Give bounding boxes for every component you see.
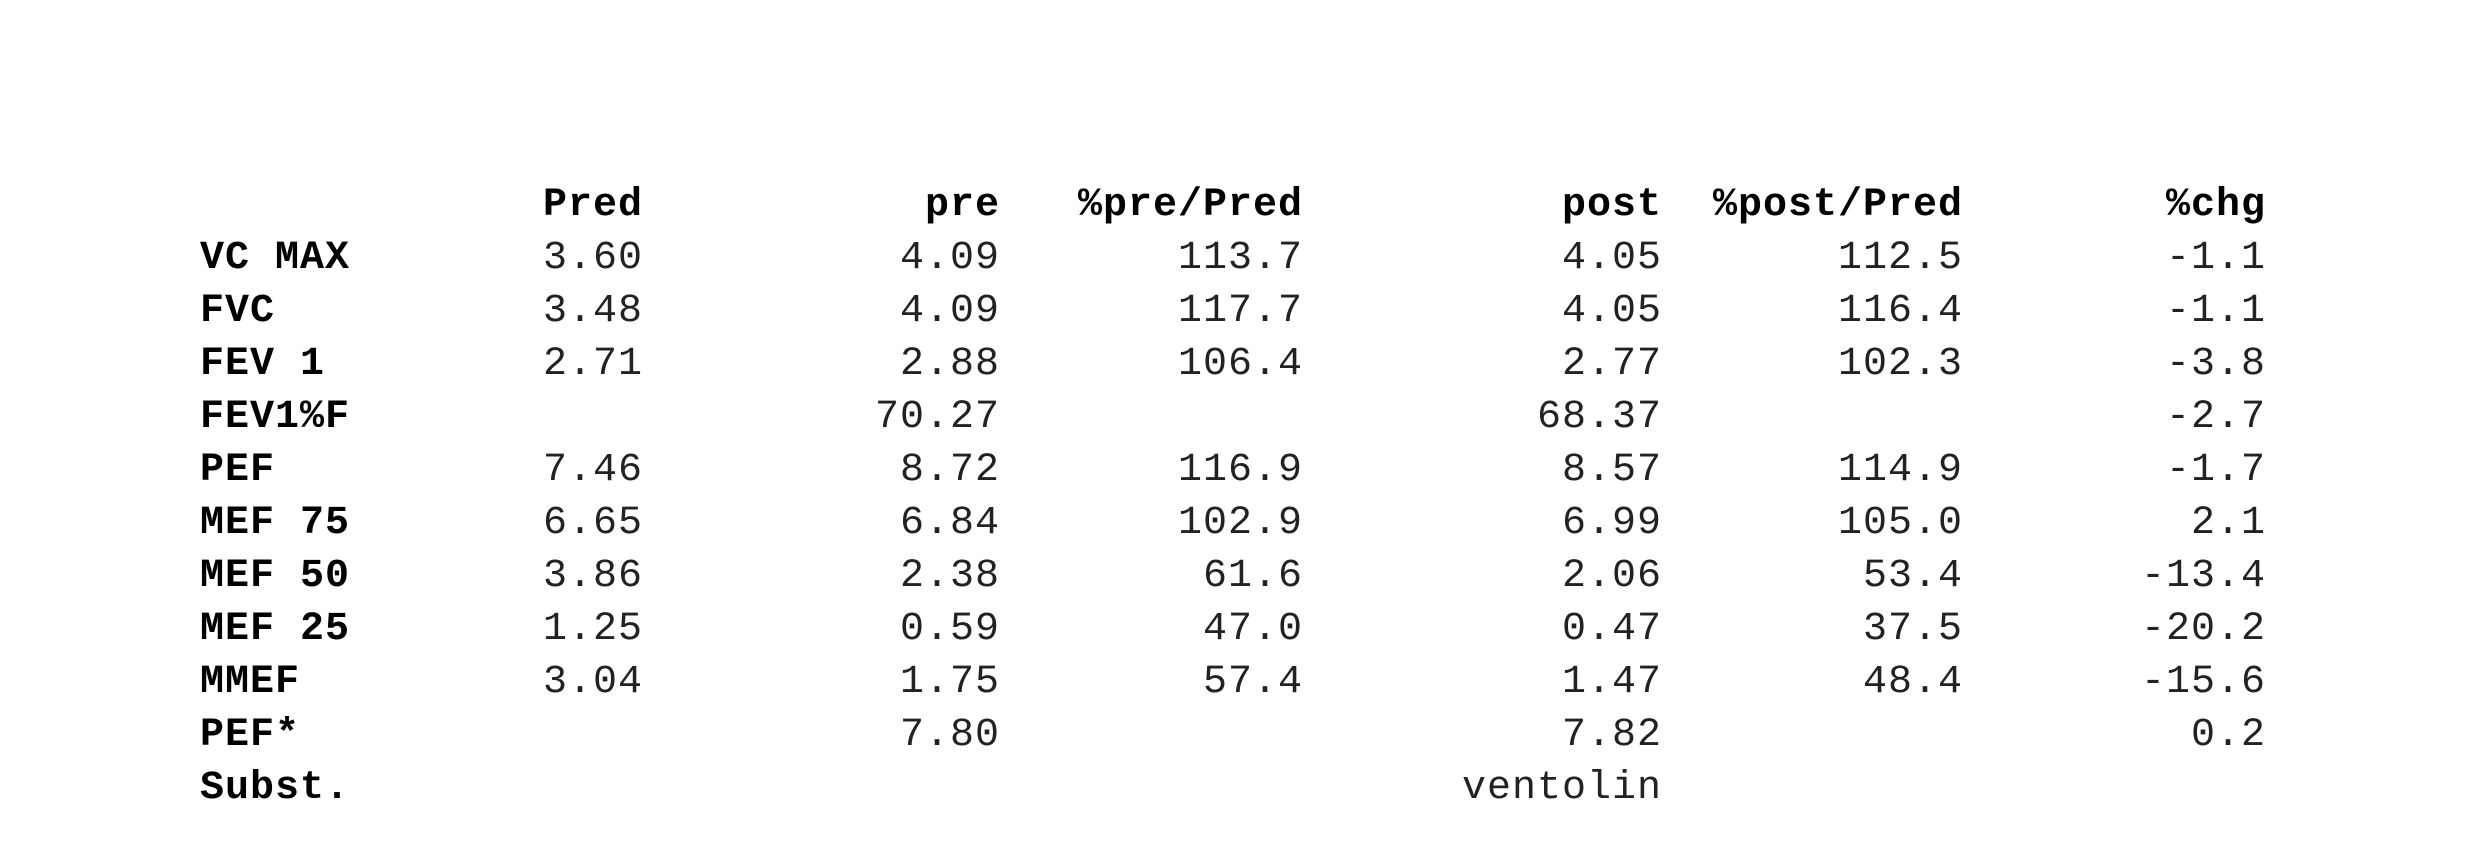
cell-pct-change: -1.1 xyxy=(2165,289,2266,334)
table-row: MEF 50 3.86 2.38 61.6 2.06 53.4 -13.4 xyxy=(0,551,2480,603)
table-header-row: Pred pre %pre/Pred post %post/Pred %chg xyxy=(0,180,2480,232)
table-row: MEF 25 1.25 0.59 47.0 0.47 37.5 -20.2 xyxy=(0,604,2480,656)
cell-pred xyxy=(440,710,643,762)
cell-pre: 8.72 xyxy=(899,448,1000,493)
cell-pre: 7.80 xyxy=(899,713,1000,758)
cell-post: 2.06 xyxy=(1561,554,1662,599)
cell-pre-pct-pred xyxy=(1040,763,1303,815)
cell-pre-pct-pred: 113.7 xyxy=(1177,236,1303,281)
cell-post: 6.99 xyxy=(1561,501,1662,546)
cell-post: ventolin xyxy=(1461,766,1662,811)
table-row: MEF 75 6.65 6.84 102.9 6.99 105.0 2.1 xyxy=(0,498,2480,550)
cell-pre-pct-pred: 116.9 xyxy=(1177,448,1303,493)
cell-pct-change xyxy=(2000,763,2266,815)
cell-pct-change: -13.4 xyxy=(2140,554,2266,599)
table-row: PEF* 7.80 7.82 0.2 xyxy=(0,710,2480,762)
cell-pred: 6.65 xyxy=(542,501,643,546)
row-label: MMEF xyxy=(200,660,301,705)
cell-post-pct-pred: 112.5 xyxy=(1837,236,1963,281)
cell-post: 2.77 xyxy=(1561,342,1662,387)
cell-post: 1.47 xyxy=(1561,660,1662,705)
cell-pre-pct-pred: 47.0 xyxy=(1202,607,1303,652)
cell-post: 4.05 xyxy=(1561,236,1662,281)
cell-pred: 1.25 xyxy=(542,607,643,652)
table-row: Subst. ventolin xyxy=(0,763,2480,815)
cell-pct-change: -1.1 xyxy=(2165,236,2266,281)
column-header-pre: pre xyxy=(924,183,1000,228)
cell-pre: 2.88 xyxy=(899,342,1000,387)
cell-post: 68.37 xyxy=(1536,395,1662,440)
cell-post-pct-pred: 37.5 xyxy=(1862,607,1963,652)
cell-post: 4.05 xyxy=(1561,289,1662,334)
column-header-post-pct-pred: %post/Pred xyxy=(1712,183,1963,228)
cell-post-pct-pred: 102.3 xyxy=(1837,342,1963,387)
cell-post-pct-pred: 48.4 xyxy=(1862,660,1963,705)
cell-pred xyxy=(440,763,643,815)
cell-post-pct-pred: 53.4 xyxy=(1862,554,1963,599)
cell-post-pct-pred: 116.4 xyxy=(1837,289,1963,334)
table-row: VC MAX 3.60 4.09 113.7 4.05 112.5 -1.1 xyxy=(0,233,2480,285)
cell-pre-pct-pred: 102.9 xyxy=(1177,501,1303,546)
table-row: FVC 3.48 4.09 117.7 4.05 116.4 -1.1 xyxy=(0,286,2480,338)
cell-pre: 70.27 xyxy=(874,395,1000,440)
row-label: PEF* xyxy=(200,713,301,758)
cell-pred xyxy=(440,392,643,444)
row-label: Subst. xyxy=(200,766,351,811)
cell-post-pct-pred xyxy=(1680,710,1963,762)
cell-post-pct-pred: 105.0 xyxy=(1837,501,1963,546)
cell-pre: 4.09 xyxy=(899,236,1000,281)
cell-pre-pct-pred xyxy=(1040,710,1303,762)
cell-pct-change: -15.6 xyxy=(2140,660,2266,705)
cell-pre-pct-pred: 57.4 xyxy=(1202,660,1303,705)
cell-pre: 1.75 xyxy=(899,660,1000,705)
row-label: MEF 25 xyxy=(200,607,351,652)
table-row: PEF 7.46 8.72 116.9 8.57 114.9 -1.7 xyxy=(0,445,2480,497)
column-header-pre-pct-pred: %pre/Pred xyxy=(1077,183,1303,228)
row-label: PEF xyxy=(200,448,276,493)
cell-pre-pct-pred: 106.4 xyxy=(1177,342,1303,387)
row-label: FEV 1 xyxy=(200,342,326,387)
cell-pct-change: -2.7 xyxy=(2165,395,2266,440)
column-header-pred: Pred xyxy=(542,183,643,228)
row-label: VC MAX xyxy=(200,236,351,281)
row-label: FVC xyxy=(200,289,276,334)
cell-pred: 3.04 xyxy=(542,660,643,705)
cell-pre: 4.09 xyxy=(899,289,1000,334)
cell-pred: 2.71 xyxy=(542,342,643,387)
cell-pred: 3.48 xyxy=(542,289,643,334)
cell-pred: 3.86 xyxy=(542,554,643,599)
row-label: FEV1%F xyxy=(200,395,351,440)
cell-post-pct-pred xyxy=(1680,763,1963,815)
cell-pre xyxy=(800,763,1000,815)
table-row: FEV 1 2.71 2.88 106.4 2.77 102.3 -3.8 xyxy=(0,339,2480,391)
cell-post-pct-pred: 114.9 xyxy=(1837,448,1963,493)
column-header-post: post xyxy=(1561,183,1662,228)
cell-pre-pct-pred: 61.6 xyxy=(1202,554,1303,599)
cell-pct-change: 0.2 xyxy=(2190,713,2266,758)
cell-pct-change: -20.2 xyxy=(2140,607,2266,652)
cell-pre-pct-pred xyxy=(1040,392,1303,444)
cell-post: 0.47 xyxy=(1561,607,1662,652)
cell-post-pct-pred xyxy=(1680,392,1963,444)
column-header-pct-change: %chg xyxy=(2165,183,2266,228)
cell-pct-change: -1.7 xyxy=(2165,448,2266,493)
table-row: MMEF 3.04 1.75 57.4 1.47 48.4 -15.6 xyxy=(0,657,2480,709)
table-row: FEV1%F 70.27 68.37 -2.7 xyxy=(0,392,2480,444)
cell-pre: 0.59 xyxy=(899,607,1000,652)
row-label: MEF 50 xyxy=(200,554,351,599)
cell-pct-change: 2.1 xyxy=(2190,501,2266,546)
cell-pred: 3.60 xyxy=(542,236,643,281)
cell-pre: 2.38 xyxy=(899,554,1000,599)
cell-post: 7.82 xyxy=(1561,713,1662,758)
cell-post: 8.57 xyxy=(1561,448,1662,493)
cell-pre-pct-pred: 117.7 xyxy=(1177,289,1303,334)
cell-pred: 7.46 xyxy=(542,448,643,493)
cell-pre: 6.84 xyxy=(899,501,1000,546)
cell-pct-change: -3.8 xyxy=(2165,342,2266,387)
row-label: MEF 75 xyxy=(200,501,351,546)
